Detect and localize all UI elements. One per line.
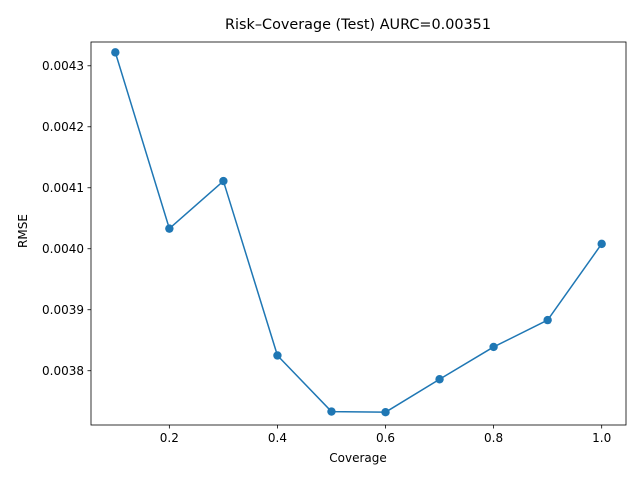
y-tick-label: 0.0043: [42, 59, 84, 73]
x-tick-label: 1.0: [592, 431, 611, 445]
data-point: [327, 407, 336, 416]
data-point: [543, 315, 552, 325]
chart-title: Risk–Coverage (Test) AURC=0.00351: [225, 17, 491, 33]
y-tick-label: 0.0039: [42, 303, 84, 317]
y-axis-label: RMSE: [16, 214, 30, 248]
x-tick-label: 0.6: [376, 431, 395, 445]
y-tick-label: 0.0042: [42, 120, 84, 134]
data-point: [435, 375, 444, 384]
x-tick-label: 0.2: [160, 431, 179, 445]
data-point: [489, 342, 498, 352]
data-point: [219, 176, 228, 186]
data-point: [273, 351, 282, 360]
data-point: [165, 224, 174, 233]
y-tick-label: 0.0038: [42, 364, 84, 378]
x-tick-label: 0.4: [268, 431, 287, 445]
plot-frame: [90, 41, 627, 426]
y-tick-label: 0.0040: [42, 242, 84, 256]
series-line: [114, 52, 603, 413]
data-point: [597, 239, 606, 249]
x-tick-label: 0.8: [484, 431, 503, 445]
series-layer: [111, 48, 606, 417]
x-axis-ticks: 0.2 0.4 0.6 0.8 1.0: [160, 425, 611, 445]
y-axis-ticks: 0.0038 0.0039 0.0040 0.0041 0.0042 0.0043: [42, 59, 91, 378]
data-point: [111, 48, 120, 57]
y-tick-label: 0.0041: [42, 181, 84, 195]
x-axis-label: Coverage: [329, 451, 387, 465]
data-point: [381, 407, 390, 417]
plot-area: [90, 41, 627, 426]
